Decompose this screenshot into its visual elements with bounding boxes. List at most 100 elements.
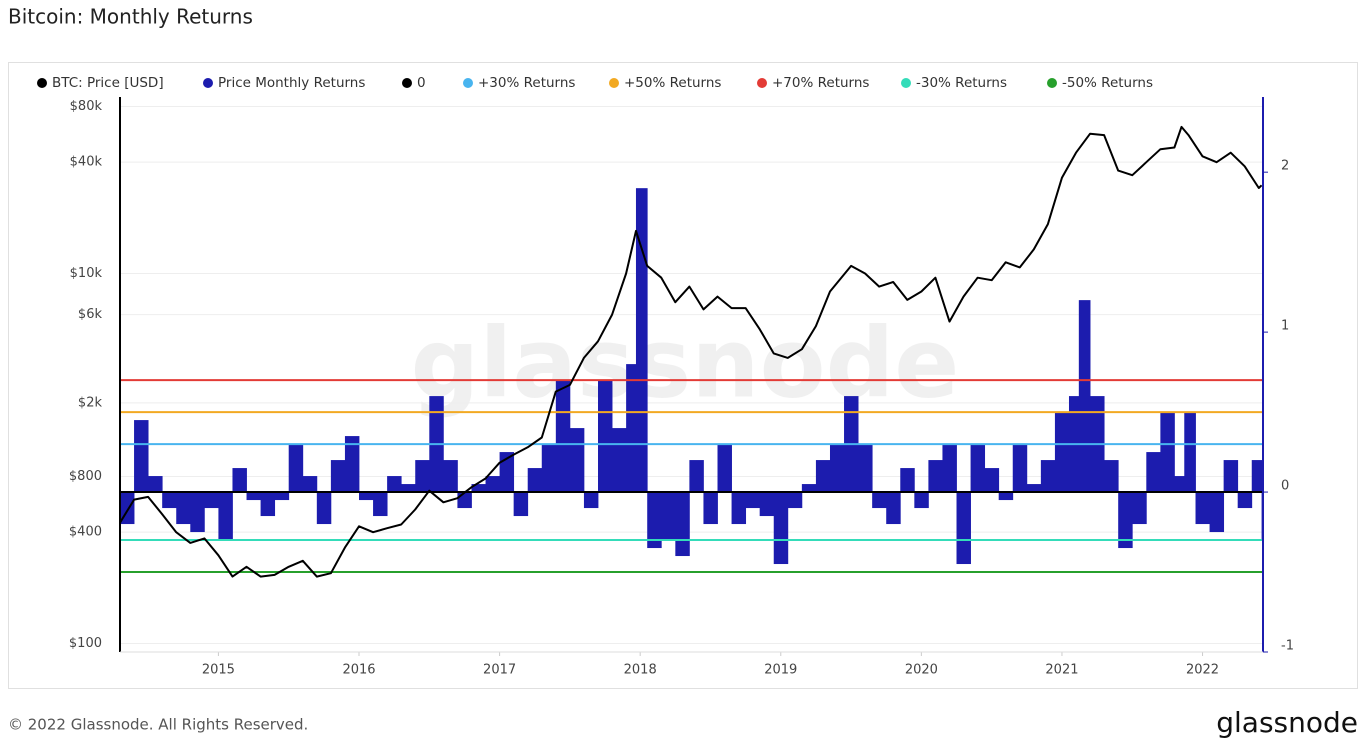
x-tick-label: 2016 (342, 663, 375, 678)
return-bar (527, 468, 543, 493)
y-tick-label: $10k (70, 266, 103, 281)
return-bar (914, 492, 929, 509)
legend-marker (463, 78, 473, 88)
return-bar (387, 476, 402, 493)
return-bar (218, 492, 233, 541)
return-bar (998, 492, 1014, 501)
return-bar (401, 484, 416, 493)
y-tick-label: $80k (70, 99, 103, 114)
return-bar (956, 492, 971, 565)
return-bar (569, 428, 585, 493)
legend-marker (402, 78, 412, 88)
return-bar (872, 492, 887, 509)
return-bar (598, 380, 613, 493)
y-tick-label: $800 (69, 469, 102, 484)
return-bar (900, 468, 915, 493)
return-bar (246, 492, 261, 501)
return-bar (745, 492, 761, 509)
x-tick-label: 2022 (1186, 663, 1219, 678)
return-bar (1054, 412, 1070, 493)
return-bar (485, 476, 500, 493)
x-tick-label: 2017 (483, 663, 516, 678)
return-bar (661, 492, 676, 541)
return-bar (288, 444, 304, 493)
return-bar (1012, 444, 1028, 493)
return-bar (260, 492, 276, 517)
return-bar (635, 188, 648, 493)
y-tick-label: $40k (70, 155, 103, 170)
y2-tick-label: 2 (1281, 159, 1289, 174)
return-bar (330, 460, 346, 493)
return-bar (1184, 412, 1196, 493)
return-bar (443, 460, 458, 493)
return-bar (583, 492, 599, 509)
return-bar (1237, 492, 1253, 509)
return-bar (190, 492, 205, 533)
return-bar (359, 492, 374, 501)
return-bar (1104, 460, 1119, 493)
return-bar (1146, 452, 1161, 493)
return-bar (1078, 300, 1091, 493)
legend-label: Price Monthly Returns (218, 75, 365, 91)
return-bar (689, 460, 704, 493)
return-bar (1195, 492, 1210, 525)
return-bar (1223, 460, 1239, 493)
y-tick-label: $6k (78, 307, 103, 322)
return-bar (928, 460, 943, 493)
legend-marker (609, 78, 619, 88)
return-bar (415, 460, 430, 493)
legend-label: +70% Returns (772, 75, 869, 91)
x-tick-label: 2019 (764, 663, 797, 678)
return-bar (801, 484, 817, 493)
x-tick-label: 2020 (905, 663, 938, 678)
return-bar (984, 468, 1000, 493)
return-bar (134, 420, 149, 493)
return-bar (148, 476, 163, 493)
legend-label: 0 (417, 75, 426, 91)
return-bar (499, 452, 515, 493)
legend-marker (203, 78, 213, 88)
return-bar (626, 364, 637, 493)
y-tick-label: $100 (69, 636, 102, 651)
return-bar (541, 444, 557, 493)
return-bar (457, 492, 472, 509)
return-bar (555, 380, 571, 493)
return-bar (1160, 412, 1175, 493)
brand-logo: glassnode (1216, 706, 1358, 739)
return-bar (717, 444, 732, 493)
return-bar (787, 492, 803, 509)
return-bar (612, 428, 627, 493)
return-bar (176, 492, 191, 525)
return-bar (1251, 460, 1262, 493)
return-bar (773, 492, 789, 565)
chart-frame (8, 62, 1358, 689)
legend-marker (37, 78, 47, 88)
price-line (119, 125, 1263, 578)
x-tick-label: 2015 (202, 663, 235, 678)
legend-label: BTC: Price [USD] (52, 75, 164, 91)
return-bar (204, 492, 219, 509)
return-bar (942, 444, 957, 493)
legend-marker (1047, 78, 1057, 88)
return-bar (373, 492, 388, 517)
return-bar (858, 444, 873, 493)
return-bar (274, 492, 290, 501)
return-bar (731, 492, 747, 525)
chart-title: Bitcoin: Monthly Returns (8, 5, 253, 29)
return-bar (302, 476, 318, 493)
return-bar (675, 492, 690, 557)
return-bar (1040, 460, 1056, 493)
legend-label: +50% Returns (624, 75, 721, 91)
return-bar (1174, 476, 1185, 493)
return-bar (513, 492, 529, 517)
return-bar (232, 468, 247, 493)
return-bar (1209, 492, 1225, 533)
y2-tick-label: 1 (1281, 319, 1289, 334)
x-tick-label: 2018 (624, 663, 657, 678)
y2-tick-label: 0 (1281, 479, 1289, 494)
return-bar (344, 436, 360, 493)
legend-marker (757, 78, 767, 88)
return-bar (703, 492, 718, 525)
